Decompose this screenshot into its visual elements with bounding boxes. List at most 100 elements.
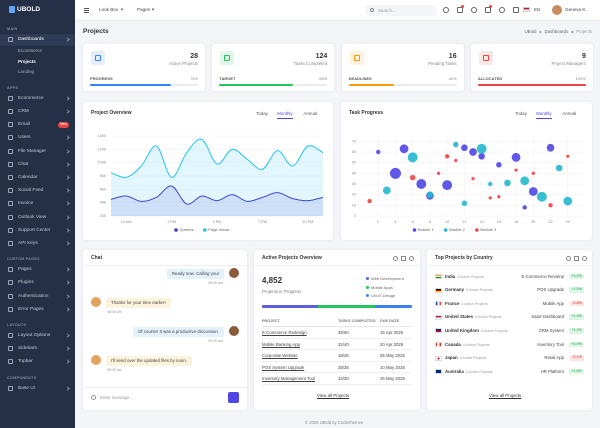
top-icon[interactable]	[443, 7, 449, 13]
stat-percent: 75%	[189, 76, 198, 81]
bubble	[566, 154, 570, 158]
top-icon[interactable]	[471, 7, 477, 13]
nav-item[interactable]: File Manager	[18, 148, 46, 154]
search-box[interactable]: Search...	[365, 5, 437, 16]
item-icon	[8, 174, 13, 180]
nav-item[interactable]: Error Pages	[18, 306, 44, 312]
country: Germany	[445, 287, 465, 293]
tab[interactable]: Today	[515, 111, 527, 116]
legend-label: Queries	[180, 227, 194, 232]
section-title: CUSTOM PAGES	[7, 257, 40, 262]
nav-item[interactable]: CRM	[18, 108, 29, 114]
sub-item[interactable]: Landing	[18, 69, 35, 75]
table-header: PROJECT	[262, 319, 280, 323]
card-title: Project Overview	[91, 110, 132, 116]
nav-item[interactable]: Ecommerce	[18, 95, 44, 101]
card-action[interactable]	[393, 256, 398, 261]
nav-item[interactable]: Layout Options	[18, 332, 51, 338]
nav-item[interactable]: Chat	[18, 161, 29, 167]
view-all-link[interactable]: View all Projects	[489, 393, 522, 398]
nav-item[interactable]: Pages	[18, 267, 32, 273]
project-link[interactable]: Inventory Management Tool	[262, 376, 315, 382]
y-tick-label: 10	[352, 203, 356, 207]
chart: 200 400 600 800 1000 1200 1400 10 AM 1 PM 4 PM 7 P…	[98, 134, 324, 232]
top-menu[interactable]: Look Box	[99, 7, 119, 12]
card-action[interactable]	[401, 256, 406, 261]
nav-item[interactable]: Calendar	[18, 174, 38, 180]
nav-item[interactable]: Topbar	[18, 359, 33, 365]
language[interactable]: EN	[534, 7, 541, 12]
x-tick-label: 16	[497, 220, 501, 224]
sub-item[interactable]: Projects	[18, 58, 36, 64]
tab[interactable]: Monthly	[277, 111, 293, 120]
top-icon[interactable]	[499, 7, 505, 13]
top-menu[interactable]: Pages	[137, 7, 151, 12]
tab[interactable]: Annual	[562, 111, 577, 116]
send-button[interactable]	[228, 392, 239, 403]
legend-label: Bubble 3	[480, 227, 497, 232]
bubble	[407, 152, 418, 163]
nav-item[interactable]: Users	[18, 135, 31, 141]
bubble	[389, 167, 401, 179]
breadcrumb-item[interactable]: UBold	[524, 29, 537, 34]
item-icon	[8, 161, 13, 167]
total: 4,852	[262, 276, 283, 285]
project-link[interactable]: Mobile Banking App	[262, 341, 300, 347]
project-link[interactable]: E-Commerce Redesign	[262, 330, 307, 335]
nav-item[interactable]: Outlook View	[18, 214, 47, 220]
nav-item[interactable]: Email	[18, 122, 30, 128]
country-project: CRM System	[538, 327, 564, 333]
card-action[interactable]	[574, 256, 579, 261]
progress-track	[348, 84, 457, 86]
stat-metric: TARGET	[219, 76, 236, 81]
tab[interactable]: Monthly	[536, 111, 552, 120]
user-name[interactable]: Geneva K.	[565, 7, 587, 12]
avatar[interactable]	[552, 5, 562, 15]
nav-item[interactable]: Base UI	[18, 385, 36, 391]
nav-item[interactable]: Invoice	[18, 201, 34, 207]
bubble	[367, 198, 372, 204]
project-link[interactable]: POS System Upgrade	[262, 364, 305, 370]
project-link[interactable]: Corporate Website	[262, 353, 298, 359]
active-projects-card: Active Projects Overview 4,852 Projects in…	[254, 250, 420, 410]
nav-item[interactable]: Authentication	[18, 293, 49, 299]
card-action[interactable]	[582, 256, 587, 261]
country: United Kingdom	[445, 327, 479, 333]
x-tick-label: 22	[548, 220, 552, 224]
breadcrumb-item[interactable]: Dashboards	[544, 29, 569, 34]
bubble	[548, 203, 553, 208]
tab[interactable]: Today	[256, 111, 268, 116]
stat-icon	[478, 51, 493, 65]
tab[interactable]: Annual	[303, 111, 318, 116]
flag	[435, 314, 442, 320]
nav-item[interactable]: API Keys	[18, 240, 38, 246]
country-project: Inventory Tool	[537, 341, 564, 347]
nav-item[interactable]: Dashboards	[18, 37, 44, 42]
top-icon[interactable]	[457, 7, 463, 13]
view-all-link[interactable]: View all Projects	[317, 393, 350, 398]
table-cell: 28/35	[338, 364, 349, 370]
logo: UBOLD	[17, 6, 41, 13]
country-project: HR Platform	[540, 368, 564, 374]
bubble	[376, 149, 381, 155]
nav-item[interactable]: Sidebars	[18, 346, 37, 352]
card-action[interactable]	[409, 256, 414, 261]
table-cell: 05 May 2025	[380, 353, 405, 359]
message-input[interactable]: Enter message...	[100, 395, 134, 400]
nav-item[interactable]: Social Feed	[18, 188, 44, 194]
bubble	[504, 179, 511, 187]
card-action[interactable]	[566, 256, 571, 261]
bubble	[488, 181, 493, 187]
divider	[427, 265, 592, 266]
top-icon[interactable]	[513, 7, 519, 13]
country-project: SaaS Dashboard	[531, 314, 564, 320]
nav-item[interactable]: Support Center	[18, 227, 51, 233]
project-count: 2 Active Projects	[465, 369, 493, 374]
top-icon[interactable]	[485, 7, 491, 13]
sub-item[interactable]: Ecommerce	[18, 48, 43, 54]
legend-label: Bubble 1	[418, 227, 435, 232]
country-line: Australia 2 Active Projects	[445, 369, 493, 375]
stat-percent: 42%	[448, 76, 457, 81]
nav-item[interactable]: Plugins	[18, 280, 34, 286]
table-cell: 18/25	[338, 353, 349, 359]
